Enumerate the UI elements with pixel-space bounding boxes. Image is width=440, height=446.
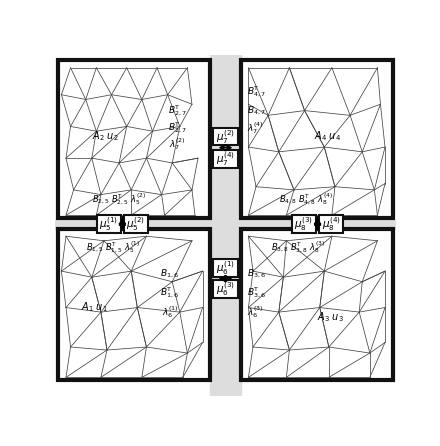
Text: $A_2\ u_2$: $A_2\ u_2$ <box>92 129 118 143</box>
Text: $B^{\rm T}_{1,6}$: $B^{\rm T}_{1,6}$ <box>160 285 179 300</box>
Text: $\lambda^{(4)}_7$: $\lambda^{(4)}_7$ <box>247 120 264 136</box>
Text: $B_{3,8}\ B^{\rm T}_{3,8}\ \lambda^{(3)}_8$: $B_{3,8}\ B^{\rm T}_{3,8}\ \lambda^{(3)}… <box>271 239 325 255</box>
Text: $B_{1,5}\ B^{\rm T}_{1,5}\ \lambda^{(1)}_5$: $B_{1,5}\ B^{\rm T}_{1,5}\ \lambda^{(1)}… <box>86 239 139 255</box>
Text: $\mu^{(4)}_8$: $\mu^{(4)}_8$ <box>322 215 341 233</box>
Text: $\lambda^{(1)}_6$: $\lambda^{(1)}_6$ <box>161 304 179 320</box>
Text: $A_4\ u_4$: $A_4\ u_4$ <box>314 129 341 143</box>
Bar <box>241 60 392 219</box>
Bar <box>59 60 210 219</box>
Text: $\mu^{(3)}_6$: $\mu^{(3)}_6$ <box>216 281 235 298</box>
Bar <box>213 128 238 145</box>
Bar <box>124 215 148 233</box>
Bar <box>292 215 316 233</box>
Text: $A_3\ u_3$: $A_3\ u_3$ <box>317 310 344 323</box>
Bar <box>213 259 238 277</box>
Text: $\mu^{(3)}_8$: $\mu^{(3)}_8$ <box>294 215 313 233</box>
Text: $\lambda^{(3)}_6$: $\lambda^{(3)}_6$ <box>247 304 264 320</box>
Bar <box>210 55 241 396</box>
Bar <box>213 281 238 298</box>
Text: $B_{4,8}\ B^{\rm T}_{4,8}\ \lambda^{(4)}_8$: $B_{4,8}\ B^{\rm T}_{4,8}\ \lambda^{(4)}… <box>279 192 333 207</box>
Text: $B^{\rm T}_{4,7}$: $B^{\rm T}_{4,7}$ <box>247 84 266 99</box>
Text: $B^{\rm T}_{3,6}$: $B^{\rm T}_{3,6}$ <box>247 285 266 300</box>
Text: $B_{3,6}$: $B_{3,6}$ <box>247 268 266 280</box>
Bar <box>213 150 238 168</box>
Text: $\mu^{(1)}_5$: $\mu^{(1)}_5$ <box>99 215 118 233</box>
Text: $B^{\rm T}_{2,7}$: $B^{\rm T}_{2,7}$ <box>168 121 187 136</box>
Bar <box>55 220 396 229</box>
Text: $\lambda^{(2)}_7$: $\lambda^{(2)}_7$ <box>169 136 186 152</box>
Bar <box>97 215 121 233</box>
Text: $\mu^{(4)}_7$: $\mu^{(4)}_7$ <box>216 150 235 168</box>
Text: $B_{2,5}\ B^{\rm T}_{2,5}\ \lambda^{(2)}_5$: $B_{2,5}\ B^{\rm T}_{2,5}\ \lambda^{(2)}… <box>92 192 146 207</box>
Text: $\mu^{(2)}_5$: $\mu^{(2)}_5$ <box>126 215 145 233</box>
Bar <box>319 215 344 233</box>
Text: $A_1\ u_1$: $A_1\ u_1$ <box>81 301 108 314</box>
Text: $B^{\rm T}_{2,7}$: $B^{\rm T}_{2,7}$ <box>168 103 187 118</box>
Bar <box>241 229 392 380</box>
Bar <box>59 229 210 380</box>
Text: $B_{1,6}$: $B_{1,6}$ <box>160 268 179 280</box>
Text: $\mu^{(1)}_6$: $\mu^{(1)}_6$ <box>216 259 235 277</box>
Text: $B_{4,7}$: $B_{4,7}$ <box>247 104 266 117</box>
Text: $\mu^{(2)}_7$: $\mu^{(2)}_7$ <box>216 128 235 145</box>
